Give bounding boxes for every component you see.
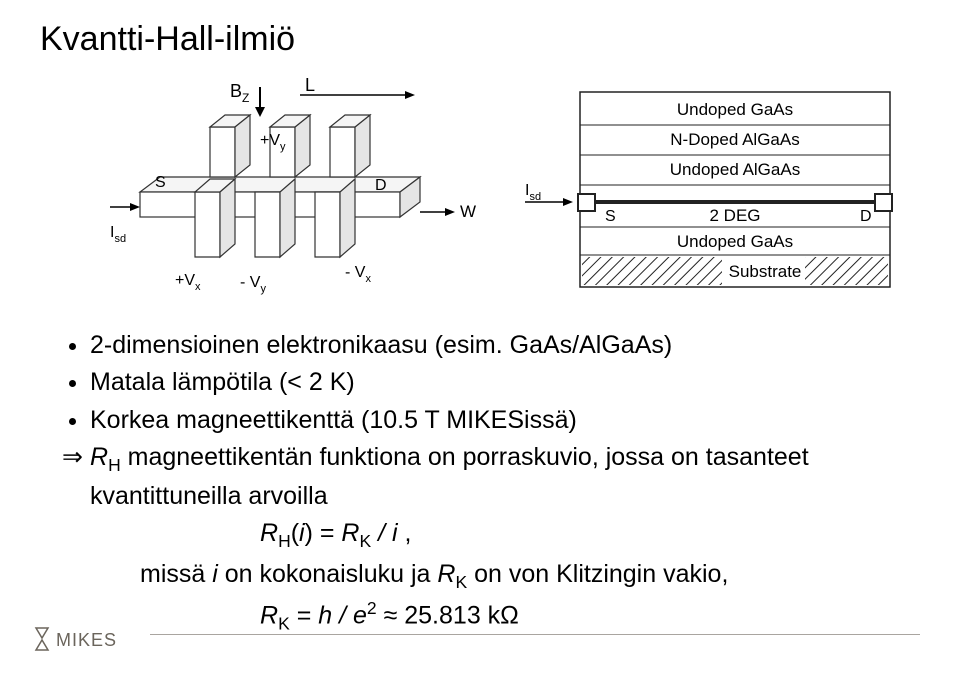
svg-text:N-Doped AlGaAs: N-Doped AlGaAs	[670, 130, 799, 149]
svg-text:Isd: Isd	[525, 182, 541, 203]
bullet-list: 2-dimensioinen elektronikaasu (esim. GaA…	[50, 327, 920, 637]
bullet-4: RH magneettikentän funktiona on porrasku…	[90, 439, 920, 515]
svg-text:Undoped AlGaAs: Undoped AlGaAs	[670, 160, 800, 179]
bullet-2: Matala lämpötila (< 2 K)	[90, 364, 920, 400]
svg-text:W: W	[460, 202, 476, 221]
slide-title: Kvantti-Hall-ilmiö	[40, 20, 920, 59]
svg-text:MIKES: MIKES	[56, 630, 117, 650]
hall-bar-3d-diagram: BZ L +Vy S D W Isd +Vx - Vy - Vx	[100, 77, 490, 302]
svg-text:+Vx: +Vx	[175, 272, 201, 293]
svg-text:D: D	[375, 177, 387, 194]
bullet-3: Korkea magneettikenttä (10.5 T MIKESissä…	[90, 402, 920, 438]
svg-text:Isd: Isd	[110, 224, 126, 245]
svg-text:Substrate: Substrate	[729, 262, 802, 281]
svg-text:BZ: BZ	[230, 81, 249, 105]
svg-text:2 DEG: 2 DEG	[709, 206, 760, 225]
diagram-row: BZ L +Vy S D W Isd +Vx - Vy - Vx	[40, 77, 920, 302]
svg-text:D: D	[860, 208, 872, 225]
bullet-7-formula: RK = h / e2 ≈ 25.813 kΩ	[260, 596, 920, 637]
footer-divider	[150, 634, 920, 635]
svg-text:- Vx: - Vx	[345, 264, 371, 285]
svg-text:L: L	[305, 77, 315, 95]
mikes-logo: MIKES	[30, 624, 150, 659]
svg-text:S: S	[605, 208, 616, 225]
svg-text:Undoped GaAs: Undoped GaAs	[677, 100, 793, 119]
svg-text:- Vy: - Vy	[240, 274, 266, 295]
bullet-1: 2-dimensioinen elektronikaasu (esim. GaA…	[90, 327, 920, 363]
layer-stack-diagram: Undoped GaAs N-Doped AlGaAs Undoped AlGa…	[520, 77, 900, 302]
bullet-6: missä i on kokonaisluku ja RK on von Kli…	[140, 556, 920, 595]
svg-text:Undoped GaAs: Undoped GaAs	[677, 232, 793, 251]
bullet-5-formula: RH(i) = RK / i ,	[260, 515, 920, 554]
svg-text:S: S	[155, 174, 166, 191]
